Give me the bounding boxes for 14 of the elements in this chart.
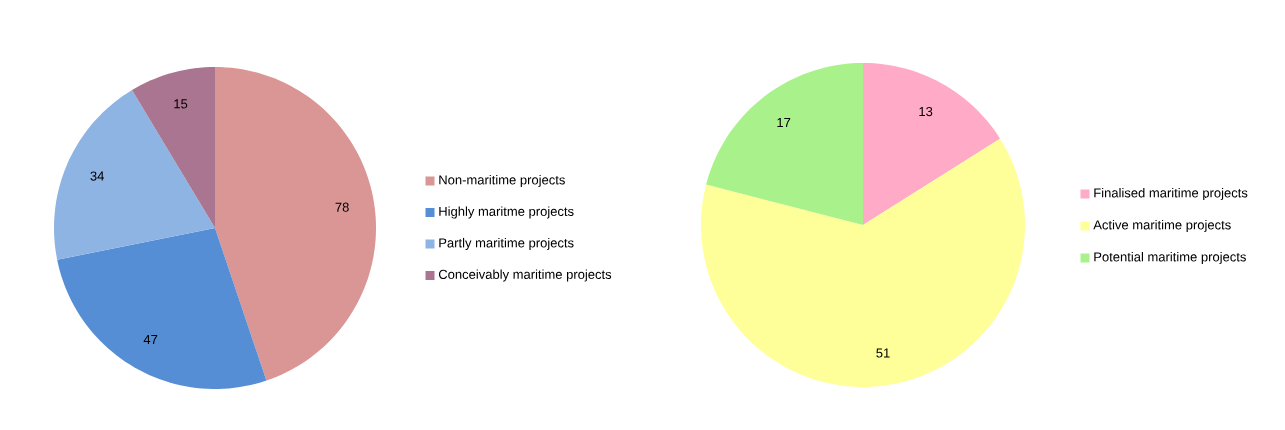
data-label: 51 [876,348,890,358]
data-label: 15 [174,99,188,109]
data-label: 13 [919,106,933,117]
legend-label: Active maritime projects [1093,219,1231,233]
data-label: 17 [777,118,791,128]
legend-label: Finalised maritime projects [1094,187,1248,201]
legend-label: Partly maritime projects [439,237,574,251]
legend-label: Conceivably maritime projects [438,269,612,282]
data-label: 34 [90,171,105,181]
legend-label: Non-maritime projects [439,174,565,188]
data-label: 47 [143,335,158,345]
data-label: 78 [335,202,349,212]
legend-label: Highly maritme projects [439,206,574,219]
legend-label: Potential maritime projects [1094,251,1246,265]
